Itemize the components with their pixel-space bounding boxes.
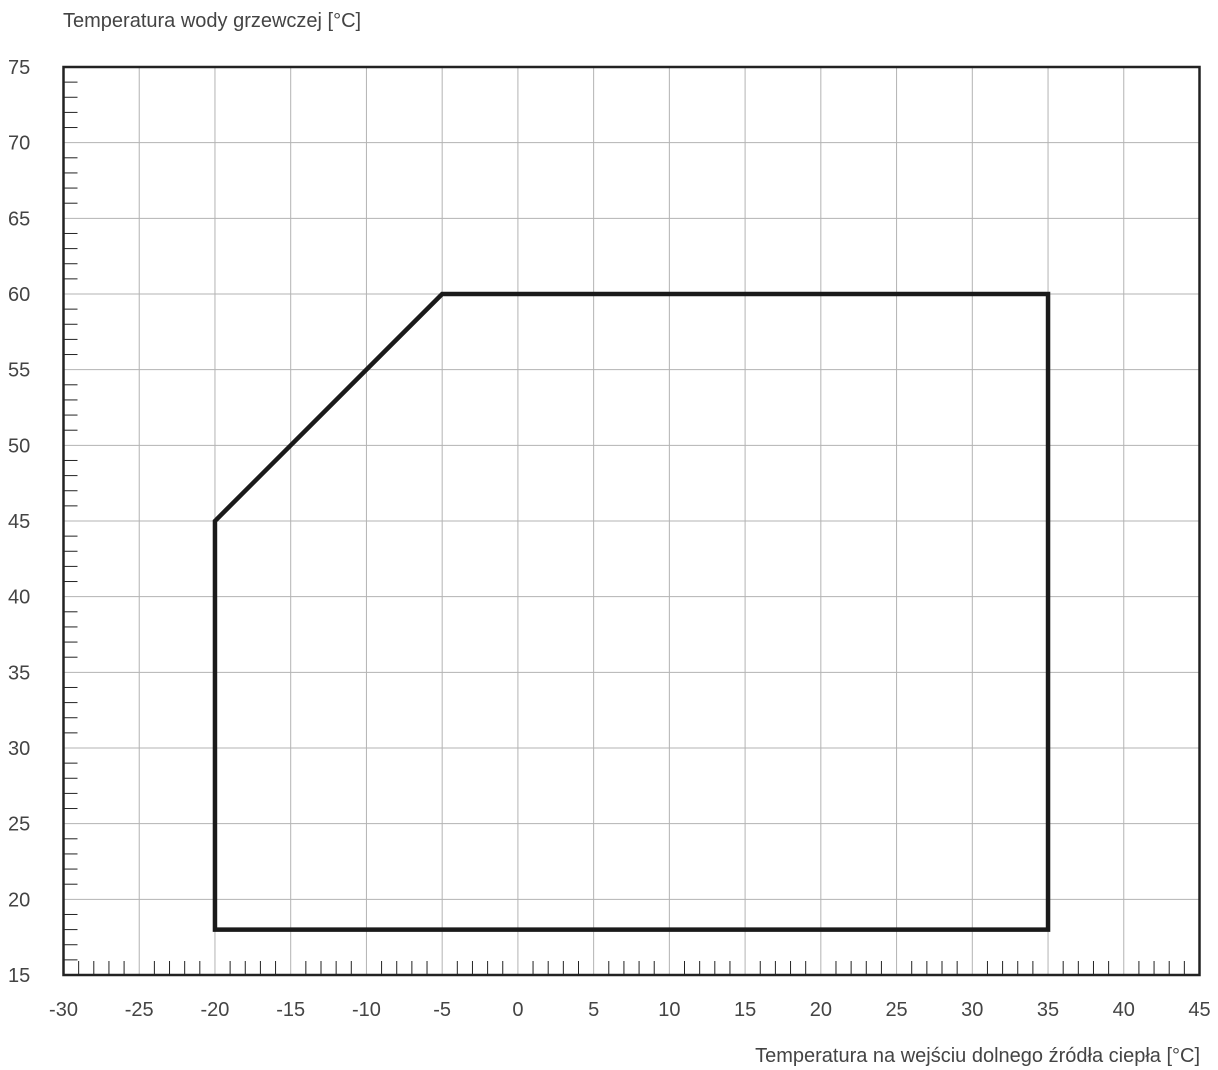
y-tick-label: 25	[8, 814, 30, 836]
y-tick-label: 65	[8, 208, 30, 230]
y-axis-title: Temperatura wody grzewczej [°C]	[63, 10, 361, 32]
x-tick-label: -10	[352, 999, 381, 1021]
x-axis-title: Temperatura na wejściu dolnego źródła ci…	[755, 1045, 1200, 1067]
x-tick-label: -30	[49, 999, 78, 1021]
y-tick-label: 35	[8, 662, 30, 684]
x-tick-label: 45	[1188, 999, 1210, 1021]
x-tick-label: 20	[810, 999, 832, 1021]
y-tick-label: 55	[8, 360, 30, 382]
operating-envelope-line	[212, 291, 1051, 932]
x-tick-label: -5	[433, 999, 451, 1021]
x-tick-labels: -30 -25 -20 -15 -10 -5 0 5 10 15 20 25 30 35 40 45	[49, 999, 1211, 1021]
x-tick-label: 25	[885, 999, 907, 1021]
x-tick-label: 10	[658, 999, 680, 1021]
x-tick-label: 35	[1037, 999, 1059, 1021]
y-tick-label: 40	[8, 587, 30, 609]
x-tick-label: -20	[201, 999, 230, 1021]
y-tick-label: 70	[8, 133, 30, 155]
y-tick-label: 45	[8, 511, 30, 533]
y-tick-label: 15	[8, 965, 30, 987]
x-tick-label: -15	[276, 999, 305, 1021]
x-tick-label: 5	[588, 999, 599, 1021]
y-tick-label: 20	[8, 889, 30, 911]
plot-frame	[62, 65, 1201, 977]
y-tick-label: 75	[8, 57, 30, 79]
grid-lines	[63, 67, 1200, 975]
y-tick-label: 50	[8, 435, 30, 457]
x-tick-label: 40	[1113, 999, 1135, 1021]
x-tick-label: 0	[512, 999, 523, 1021]
x-tick-label: -25	[125, 999, 154, 1021]
x-tick-label: 30	[961, 999, 983, 1021]
series-layer	[212, 291, 1051, 932]
y-tick-labels: 15 20 25 30 35 40 45 50 55 60 65 70 75	[8, 57, 30, 987]
minor-ticks	[63, 81, 1185, 975]
y-tick-label: 60	[8, 284, 30, 306]
x-tick-label: 15	[734, 999, 756, 1021]
y-tick-label: 30	[8, 738, 30, 760]
